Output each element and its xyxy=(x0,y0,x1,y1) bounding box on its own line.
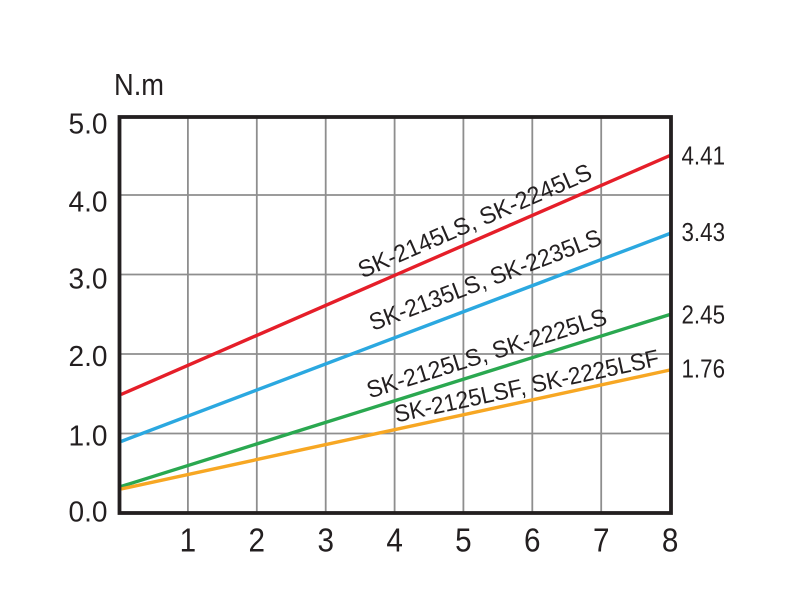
svg-text:5: 5 xyxy=(455,522,472,559)
svg-text:4.41: 4.41 xyxy=(682,143,726,171)
svg-text:2.0: 2.0 xyxy=(69,341,108,373)
svg-text:5.0: 5.0 xyxy=(69,109,108,141)
svg-text:7: 7 xyxy=(593,522,610,559)
svg-text:8: 8 xyxy=(662,522,679,559)
svg-text:4.0: 4.0 xyxy=(69,187,108,219)
svg-text:0.0: 0.0 xyxy=(69,497,108,529)
svg-text:3: 3 xyxy=(317,522,334,559)
svg-text:1.76: 1.76 xyxy=(682,356,726,384)
svg-text:N.m: N.m xyxy=(114,67,164,102)
svg-text:3.0: 3.0 xyxy=(69,264,108,296)
svg-text:6: 6 xyxy=(524,522,541,559)
svg-text:3.43: 3.43 xyxy=(682,219,726,247)
svg-text:1: 1 xyxy=(180,522,197,559)
svg-text:4: 4 xyxy=(386,522,403,559)
svg-text:2: 2 xyxy=(249,522,266,559)
svg-text:2.45: 2.45 xyxy=(682,302,726,330)
svg-text:1.0: 1.0 xyxy=(69,421,108,453)
